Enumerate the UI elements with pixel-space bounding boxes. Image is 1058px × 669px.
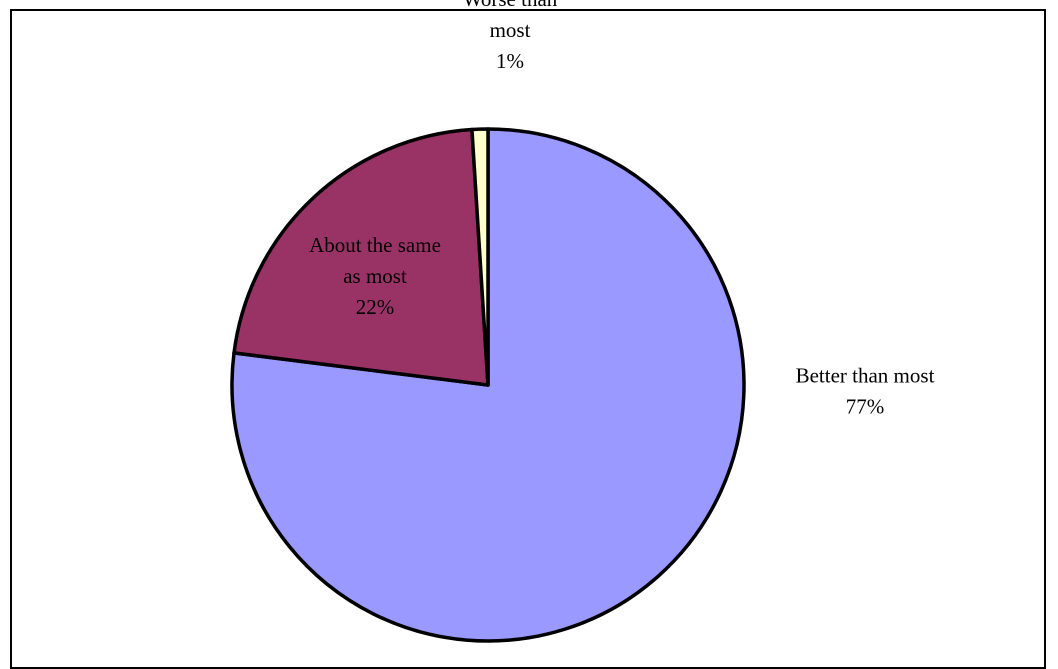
- label-line: most: [490, 18, 531, 42]
- pie-slices: [230, 127, 746, 643]
- pie-data-labels: Better than most 77% About the same as most…: [309, 0, 934, 419]
- label-line: Better than most: [796, 364, 935, 388]
- label-line: 22%: [356, 295, 395, 319]
- label-line: About the same: [309, 233, 441, 257]
- label-line: 1%: [496, 49, 524, 73]
- label-worse-than-most: Worse than most 1%: [463, 0, 558, 73]
- slice-worse-than-most: [470, 127, 490, 387]
- label-better-than-most: Better than most 77%: [796, 364, 935, 419]
- label-line: 77%: [846, 395, 885, 419]
- label-about-the-same: About the same as most 22%: [309, 233, 441, 319]
- slice-about-the-same: [232, 127, 490, 387]
- label-line: Worse than: [463, 0, 558, 11]
- label-line: as most: [343, 264, 407, 288]
